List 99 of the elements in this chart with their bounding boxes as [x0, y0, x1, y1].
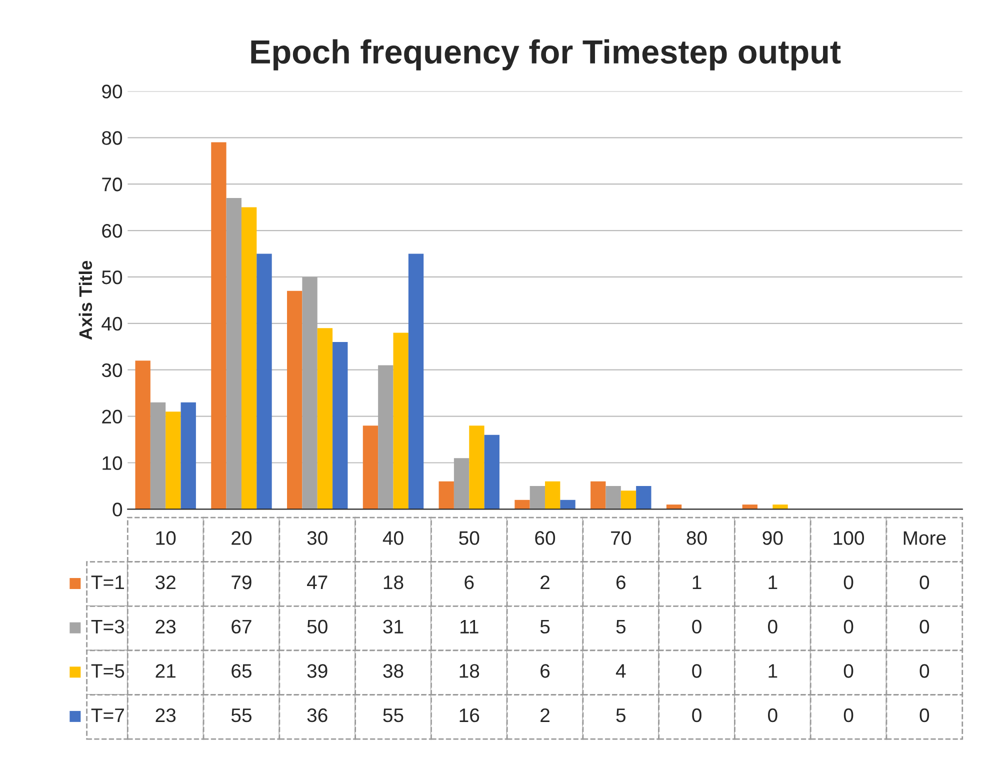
data-label: 36 — [307, 708, 328, 722]
data-label: 0 — [768, 620, 778, 634]
data-label: 21 — [156, 664, 176, 678]
x-tick-label: 30 — [307, 531, 328, 545]
data-label: 0 — [844, 708, 854, 722]
bar — [393, 332, 408, 510]
bar — [166, 412, 181, 510]
data-label: 18 — [384, 575, 404, 590]
data-label: 0 — [920, 575, 930, 590]
y-tick-label: 30 — [102, 363, 122, 378]
data-label: 55 — [383, 708, 404, 722]
data-label: 23 — [156, 620, 176, 634]
data-label: 6 — [616, 575, 626, 590]
bar — [560, 500, 576, 510]
y-tick-label: 90 — [102, 84, 122, 98]
data-label: 0 — [692, 620, 702, 634]
bar — [636, 486, 652, 510]
data-label: 2 — [540, 708, 550, 722]
bar — [408, 254, 424, 510]
bar — [514, 500, 530, 510]
data-label: 4 — [616, 664, 626, 678]
x-tick-label: 20 — [232, 531, 252, 545]
x-tick-label: 50 — [459, 531, 480, 545]
data-label: 6 — [464, 575, 474, 590]
data-label: 6 — [540, 664, 550, 678]
data-label: 1 — [768, 664, 778, 678]
y-tick-label: 60 — [102, 224, 122, 238]
bar — [484, 434, 500, 510]
data-label: 11 — [460, 620, 478, 634]
x-tick-label: 60 — [535, 531, 556, 545]
x-tick-label: 100 — [834, 531, 864, 545]
x-tick-label: 80 — [686, 531, 707, 545]
data-label: 16 — [460, 708, 480, 722]
data-label: 47 — [307, 576, 328, 590]
data-label: 38 — [383, 664, 404, 678]
bar — [590, 481, 606, 510]
bar — [545, 481, 560, 510]
data-label: 23 — [156, 708, 176, 722]
data-label: 5 — [616, 708, 626, 722]
data-label: 55 — [231, 708, 252, 722]
bar — [438, 481, 454, 510]
x-tick-label: 90 — [762, 531, 783, 545]
data-label: 0 — [844, 664, 854, 678]
x-tick-label: 40 — [382, 531, 404, 545]
legend-label: T=1 — [91, 576, 124, 590]
chart-title: Epoch frequency for Timestep output — [251, 39, 841, 70]
bar — [317, 328, 333, 510]
bar — [469, 426, 484, 510]
bar — [620, 490, 636, 510]
data-label: 50 — [307, 620, 328, 634]
data-label: 2 — [540, 575, 550, 590]
data-label: 32 — [156, 575, 176, 590]
x-tick-label: 10 — [156, 531, 176, 545]
y-tick-label: 70 — [102, 178, 122, 192]
x-tick-label: 70 — [611, 531, 631, 545]
data-label: 0 — [844, 620, 854, 634]
data-label: 1 — [692, 576, 702, 590]
data-label: 0 — [920, 708, 930, 722]
bar — [226, 198, 242, 510]
legend-label: T=5 — [91, 664, 124, 678]
data-label: 0 — [692, 664, 702, 678]
legend-label: T=7 — [91, 708, 124, 722]
bar — [256, 254, 272, 510]
bar — [287, 290, 302, 510]
y-axis-title: Axis Title — [78, 260, 92, 340]
bar — [211, 142, 226, 510]
y-tick-label: 10 — [102, 456, 122, 470]
data-label: 0 — [692, 708, 702, 722]
data-label: 0 — [920, 664, 930, 678]
data-label: 5 — [540, 620, 550, 634]
bar — [135, 360, 150, 510]
data-label: 0 — [920, 620, 930, 634]
data-label: 18 — [460, 664, 480, 678]
x-tick-label: More — [904, 531, 946, 545]
data-label: 79 — [232, 575, 252, 590]
bar — [362, 426, 378, 510]
y-tick-label: 20 — [102, 410, 122, 424]
bar — [530, 486, 546, 510]
bar — [241, 207, 257, 510]
y-tick-label: 80 — [102, 131, 122, 145]
bar — [454, 458, 470, 510]
bar — [302, 276, 318, 510]
y-tick-label: 40 — [102, 316, 122, 331]
data-label: 1 — [768, 576, 778, 590]
data-label: 67 — [232, 620, 252, 634]
bar — [332, 342, 348, 510]
bar — [606, 486, 621, 510]
data-label: 5 — [616, 620, 626, 634]
legend-label: T=3 — [91, 620, 124, 634]
y-tick-label: 0 — [112, 502, 122, 516]
bar — [180, 402, 196, 510]
data-label: 0 — [844, 575, 854, 590]
data-label: 39 — [307, 664, 328, 678]
data-label: 65 — [232, 664, 252, 678]
bar — [378, 365, 394, 510]
data-label: 31 — [383, 620, 404, 634]
data-label: 0 — [768, 708, 778, 722]
y-tick-label: 50 — [102, 270, 122, 284]
bar — [150, 402, 166, 510]
